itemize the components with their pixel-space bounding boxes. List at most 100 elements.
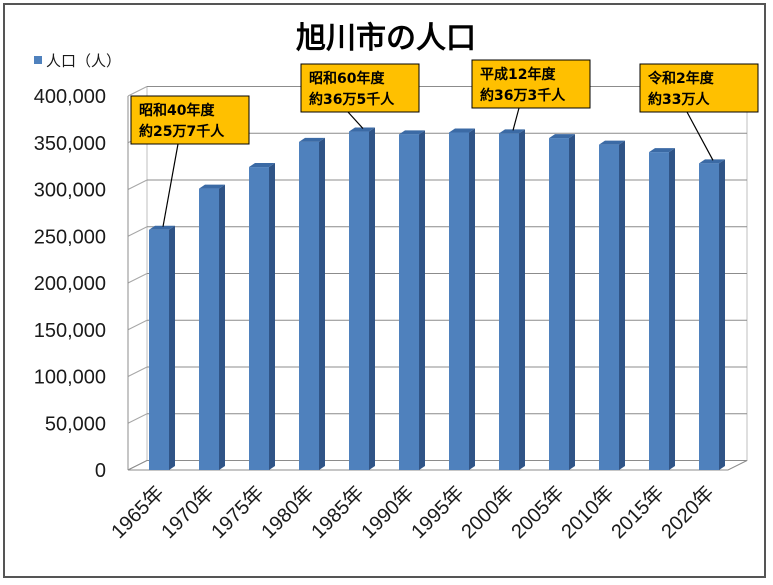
bar-top [499, 129, 525, 134]
bar-front [549, 138, 569, 470]
bar [249, 163, 275, 470]
callout-text: 昭和60年度 [309, 70, 385, 87]
plot-area: 0 50,000 100,000 150,000 200,000 250,000 300,0… [34, 59, 759, 543]
bar [449, 128, 475, 470]
grid-diagonal [127, 413, 148, 424]
bar-top [249, 163, 275, 168]
callout-box [639, 63, 759, 113]
bar-top [449, 128, 475, 133]
x-tick-label: 1975年 [207, 481, 269, 543]
y-tick-label: 400,000 [34, 86, 106, 108]
legend-swatch [34, 56, 42, 64]
callout-box [130, 95, 250, 145]
bar-top [649, 148, 675, 153]
x-tick-label: 1990年 [357, 481, 419, 543]
plot-floor [127, 460, 748, 471]
y-tick-label: 200,000 [34, 273, 106, 295]
y-tick-label: 250,000 [34, 226, 106, 248]
bar [149, 225, 175, 470]
bar-side [719, 159, 725, 470]
grid-diagonal [127, 179, 148, 190]
bar-side [569, 134, 575, 470]
x-tick-label: 1985年 [307, 481, 369, 543]
bar [549, 134, 575, 470]
chart-title: 旭川市の人口 [296, 21, 476, 56]
grid-diagonal [127, 273, 148, 284]
bar-front [349, 131, 369, 470]
bar-side [369, 127, 375, 470]
grid-diagonal [127, 86, 148, 97]
grid-diagonal [127, 226, 148, 237]
x-tick-label: 2000年 [457, 481, 519, 543]
bar-side [269, 163, 275, 470]
bar-side [619, 140, 625, 470]
bar-front [199, 188, 219, 470]
bar-front [249, 167, 269, 470]
bar-top [549, 134, 575, 139]
bar [349, 127, 375, 470]
callout-text: 平成12年度 [480, 66, 556, 83]
x-tick-label: 1965年 [107, 481, 169, 543]
callout-text: 約36万3千人 [480, 87, 566, 104]
x-tick-label: 2005年 [507, 481, 569, 543]
grid-diagonal [127, 366, 148, 377]
bar-top [199, 184, 225, 189]
callout-text: 令和2年度 [647, 70, 715, 87]
bar-top [149, 225, 175, 230]
y-tick-label: 300,000 [34, 180, 106, 202]
callout-text: 約36万5千人 [309, 91, 395, 108]
bar-side [469, 128, 475, 470]
bar-side [169, 225, 175, 470]
y-tick-label: 100,000 [34, 367, 106, 389]
bar [499, 129, 525, 470]
bar [399, 130, 425, 470]
bar-front [599, 144, 619, 470]
bar-side [319, 137, 325, 470]
x-tick-label: 1995年 [407, 481, 469, 543]
bar-front [449, 132, 469, 470]
bar-front [149, 229, 169, 470]
y-tick-label: 50,000 [45, 413, 106, 435]
callout-text: 約25万7千人 [139, 123, 225, 140]
bar [649, 148, 675, 470]
legend: 人口（人） [34, 52, 121, 70]
bar-top [699, 159, 725, 164]
bar [699, 159, 725, 470]
bar-top [299, 137, 325, 142]
bar-side [519, 129, 525, 470]
bar-front [699, 163, 719, 470]
bar-front [649, 152, 669, 470]
bar-front [399, 134, 419, 470]
callout-text: 昭和40年度 [139, 102, 215, 119]
bar-front [299, 141, 319, 470]
x-tick-label: 2015年 [607, 481, 669, 543]
callout-box [300, 63, 420, 113]
callout-leader [512, 107, 520, 131]
callout-leader [347, 111, 364, 129]
callout-text: 約33万人 [648, 91, 710, 108]
bar [599, 140, 625, 470]
callout-leader [686, 111, 714, 161]
legend-label: 人口（人） [46, 52, 121, 70]
callout-box [471, 59, 591, 109]
y-tick-label: 350,000 [34, 133, 106, 155]
bar-side [219, 184, 225, 470]
bar-top [399, 130, 425, 135]
x-tick-label: 2010年 [557, 481, 619, 543]
x-tick-label: 2020年 [657, 481, 719, 543]
bar-front [499, 133, 519, 470]
y-tick-label: 0 [95, 460, 106, 482]
x-tick-label: 1970年 [157, 481, 219, 543]
bar [199, 184, 225, 470]
callout-leader [162, 143, 179, 227]
bar-side [419, 130, 425, 470]
bar-top [599, 140, 625, 145]
y-tick-label: 150,000 [34, 320, 106, 342]
x-tick-label: 1980年 [257, 481, 319, 543]
bar [299, 137, 325, 470]
